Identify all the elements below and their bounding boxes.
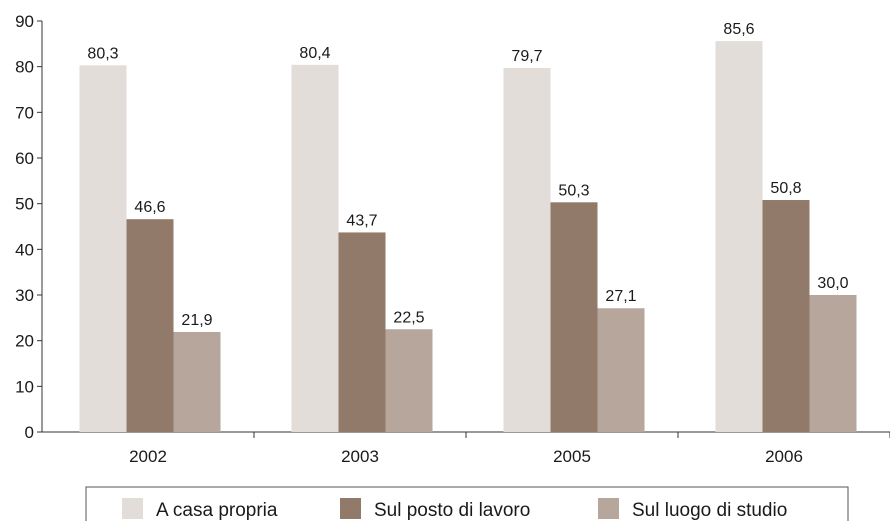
y-tick-label: 10	[15, 377, 34, 396]
x-tick-label: 2002	[129, 447, 167, 466]
bar	[762, 200, 810, 432]
y-tick-label: 40	[15, 240, 34, 259]
x-tick-label: 2003	[341, 447, 379, 466]
data-label: 27,1	[605, 288, 636, 305]
bar	[126, 219, 174, 432]
bar	[291, 64, 339, 432]
bars	[79, 41, 857, 433]
y-tick-label: 20	[15, 332, 34, 351]
data-label: 79,7	[511, 48, 542, 65]
y-tick-label: 60	[15, 149, 34, 168]
x-axis: 2002 2003 2005 2006	[42, 431, 890, 466]
legend: A casa propria Sul posto di lavoro Sul luo…	[85, 486, 849, 521]
bar	[79, 65, 127, 433]
data-label: 21,9	[181, 312, 212, 329]
bar	[550, 202, 598, 432]
data-label: 22,5	[393, 309, 424, 326]
x-tick-label: 2006	[765, 447, 803, 466]
data-label: 50,3	[558, 182, 589, 199]
y-tick-label: 50	[15, 195, 34, 214]
bar	[173, 331, 221, 432]
y-tick-label: 30	[15, 286, 34, 305]
y-axis: 0 10 20 30 40 50 60 70 80 90	[15, 12, 43, 442]
legend-box	[85, 486, 849, 521]
data-label: 80,3	[87, 45, 118, 62]
bar	[597, 308, 645, 432]
legend-label: A casa propria	[156, 500, 278, 521]
bar	[385, 329, 433, 432]
bar	[503, 68, 551, 432]
y-tick-label: 70	[15, 103, 34, 122]
legend-swatch	[340, 498, 361, 519]
y-tick-label: 90	[15, 12, 34, 31]
data-label: 85,6	[723, 21, 754, 38]
data-label: 80,4	[299, 45, 330, 62]
data-labels: 80,3 46,6 21,9 80,4 43,7 22,5 79,7 50,3 27,1 85,6…	[87, 21, 848, 329]
data-label: 46,6	[134, 199, 165, 216]
y-tick-label: 80	[15, 58, 34, 77]
legend-swatch	[598, 498, 619, 519]
bar	[809, 295, 857, 432]
data-label: 43,7	[346, 212, 377, 229]
data-label: 30,0	[817, 275, 848, 292]
bar	[338, 232, 386, 432]
legend-swatch	[122, 498, 143, 519]
bar	[715, 41, 763, 433]
y-tick-label: 0	[25, 423, 34, 442]
x-tick-label: 2005	[553, 447, 591, 466]
data-label: 50,8	[770, 180, 801, 197]
legend-label: Sul luogo di studio	[632, 500, 787, 521]
legend-label: Sul posto di lavoro	[374, 500, 530, 521]
